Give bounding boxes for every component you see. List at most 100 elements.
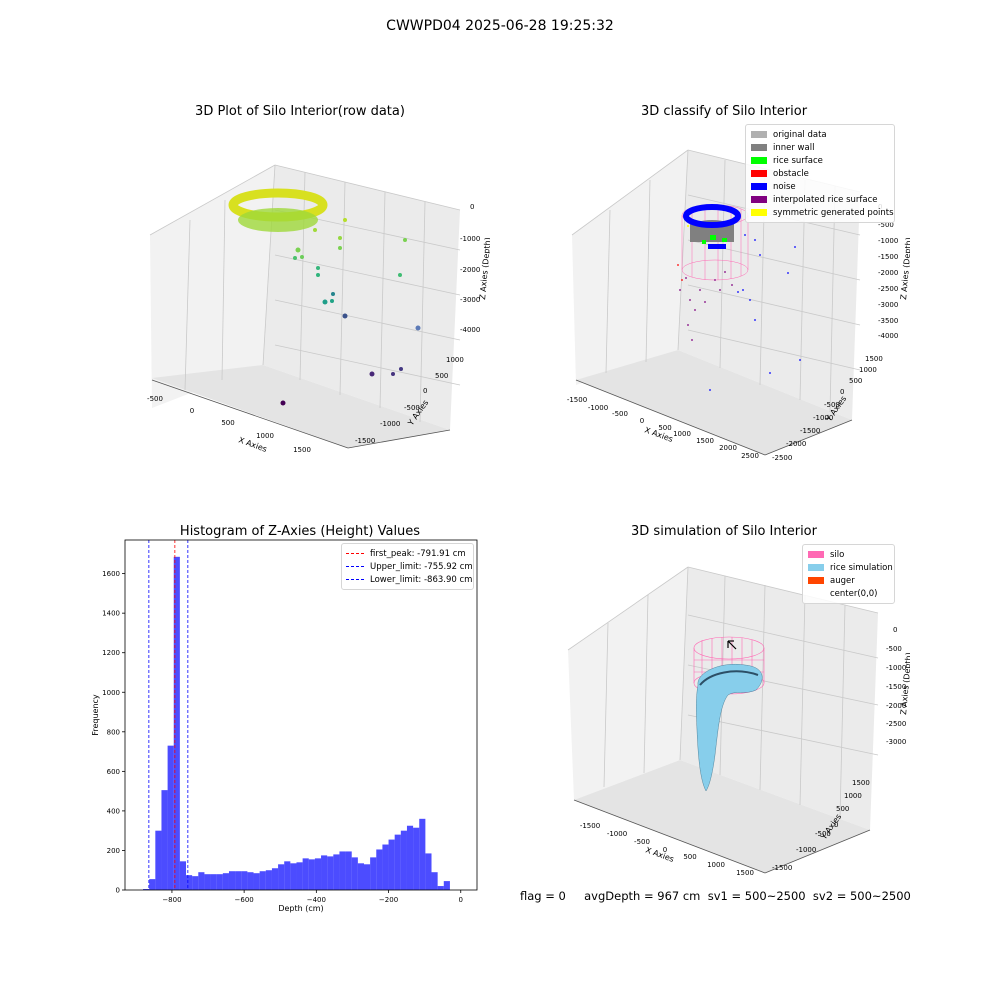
legend-item-lower-limit: Lower_limit: -863.90 cm	[346, 573, 472, 586]
raw-ztick: -1000	[460, 235, 480, 243]
histogram-bar	[314, 858, 322, 890]
raw-xtick: 0	[190, 407, 194, 415]
raw-point	[415, 325, 421, 331]
raw-point	[369, 371, 375, 377]
histogram-xlabel: Depth (cm)	[278, 904, 323, 913]
legend-swatch	[751, 157, 767, 164]
histogram-legend: first_peak: -791.91 cm Upper_limit: -755…	[341, 543, 474, 590]
histogram-xtick-label: −800	[162, 896, 181, 904]
classify-xtick: 2000	[719, 444, 737, 452]
raw-xtick: 1000	[256, 432, 274, 440]
raw-point	[399, 367, 403, 371]
simulation-xtick: -500	[634, 838, 650, 846]
classify-ztick: -2000	[878, 269, 898, 277]
hist-title: Histogram of Z-Axies (Height) Values	[179, 524, 421, 539]
histogram-x-ticks: −800 −600 −400 −200 0	[162, 890, 463, 904]
histogram-xtick-label: −600	[235, 896, 254, 904]
classify-point-cloud	[677, 204, 801, 391]
classify-ytick: 1500	[865, 355, 883, 363]
classify-ztick: -4000	[878, 332, 898, 340]
classify-legend: original data inner wall rice surface ob…	[745, 124, 895, 223]
raw-ytick: -1000	[380, 420, 400, 428]
simulation-zlabel: Z Axies (Depth)	[899, 652, 910, 715]
histogram-ytick-label: 0	[116, 887, 120, 895]
simulation-ytick: 0	[834, 821, 838, 829]
histogram-bar	[382, 844, 389, 890]
raw-ztick: -4000	[460, 326, 480, 334]
legend-item-inner-wall: inner wall	[751, 141, 889, 154]
legend-swatch	[751, 183, 767, 190]
raw-ztick: 0	[470, 203, 474, 211]
classify-xtick: 2500	[741, 452, 759, 460]
histogram-bar	[155, 830, 162, 890]
histogram-bar	[388, 839, 395, 890]
classify-ytick: -2000	[786, 440, 806, 448]
histogram-bar	[376, 849, 383, 890]
histogram-bar	[339, 851, 346, 890]
legend-swatch	[808, 577, 824, 584]
simulation-rice-surface	[696, 664, 763, 792]
raw-point	[403, 238, 407, 242]
legend-item-rice-surface: rice surface	[751, 154, 889, 167]
histogram-bar	[419, 818, 426, 890]
raw-point	[343, 218, 347, 222]
legend-line-swatch	[346, 579, 364, 580]
legend-item-silo: silo	[808, 548, 889, 561]
legend-line-swatch	[346, 566, 364, 567]
legend-line-swatch	[346, 553, 364, 554]
classify-xtick: 0	[640, 417, 644, 425]
classify-panel-title: 3D classify of Silo Interior	[640, 104, 808, 119]
legend-item-noise: noise	[751, 180, 889, 193]
histogram-bar	[271, 868, 279, 890]
legend-swatch	[808, 590, 824, 597]
legend-swatch	[751, 144, 767, 151]
simulation-ztick: 0	[893, 626, 897, 634]
raw-ytick: -500	[404, 404, 420, 412]
histogram-bar	[308, 859, 315, 890]
simulation-3d-plot: -1500 -1000 -500 0 500 1000 1500 X Axies…	[567, 566, 910, 877]
classify-ytick: 500	[849, 377, 862, 385]
raw-point	[342, 313, 348, 319]
histogram-bar	[302, 858, 309, 890]
raw-point	[300, 255, 304, 259]
raw-point	[391, 372, 395, 376]
raw-point	[331, 292, 335, 296]
simulation-ztick: -1000	[886, 664, 906, 672]
legend-swatch	[808, 551, 824, 558]
simulation-ytick: -500	[815, 830, 831, 838]
histogram-bar	[425, 853, 432, 890]
classify-zlabel: Z Axies (Depth)	[899, 237, 910, 300]
raw-point	[330, 299, 334, 303]
histogram-ytick-label: 600	[107, 768, 120, 776]
simulation-panel-title: 3D simulation of Silo Interior	[631, 524, 817, 539]
legend-swatch	[751, 131, 767, 138]
histogram-bar	[431, 872, 438, 890]
raw-panel-title: 3D Plot of Silo Interior(row data)	[195, 104, 405, 119]
raw-point	[322, 299, 328, 305]
histogram-bar	[143, 889, 150, 890]
histogram-bar	[167, 745, 174, 890]
raw-point	[398, 273, 402, 277]
histogram-bar	[363, 864, 371, 890]
histogram-bar	[321, 855, 328, 890]
raw-point	[293, 256, 297, 260]
histogram-bar	[284, 861, 291, 890]
classify-ytick: -500	[824, 401, 840, 409]
simulation-ztick: -3000	[886, 738, 906, 746]
legend-swatch	[808, 564, 824, 571]
histogram-bar	[235, 871, 242, 890]
raw-zlabel: Z Axies (Depth)	[478, 237, 490, 300]
histogram-bar	[357, 863, 364, 890]
legend-item-upper-limit: Upper_limit: -755.92 cm	[346, 560, 473, 573]
histogram-bar	[327, 856, 334, 890]
classify-ytick: -2500	[772, 454, 792, 462]
histogram-xtick-label: −400	[307, 896, 326, 904]
legend-swatch	[751, 209, 767, 216]
classify-ztick: -500	[878, 221, 894, 229]
legend-swatch	[751, 196, 767, 203]
raw-point	[313, 228, 317, 232]
legend-item-first-peak: first_peak: -791.91 cm	[346, 547, 469, 560]
simulation-xtick: -1500	[580, 822, 600, 830]
raw-point	[338, 246, 342, 250]
histogram-ytick-label: 1000	[102, 689, 120, 697]
